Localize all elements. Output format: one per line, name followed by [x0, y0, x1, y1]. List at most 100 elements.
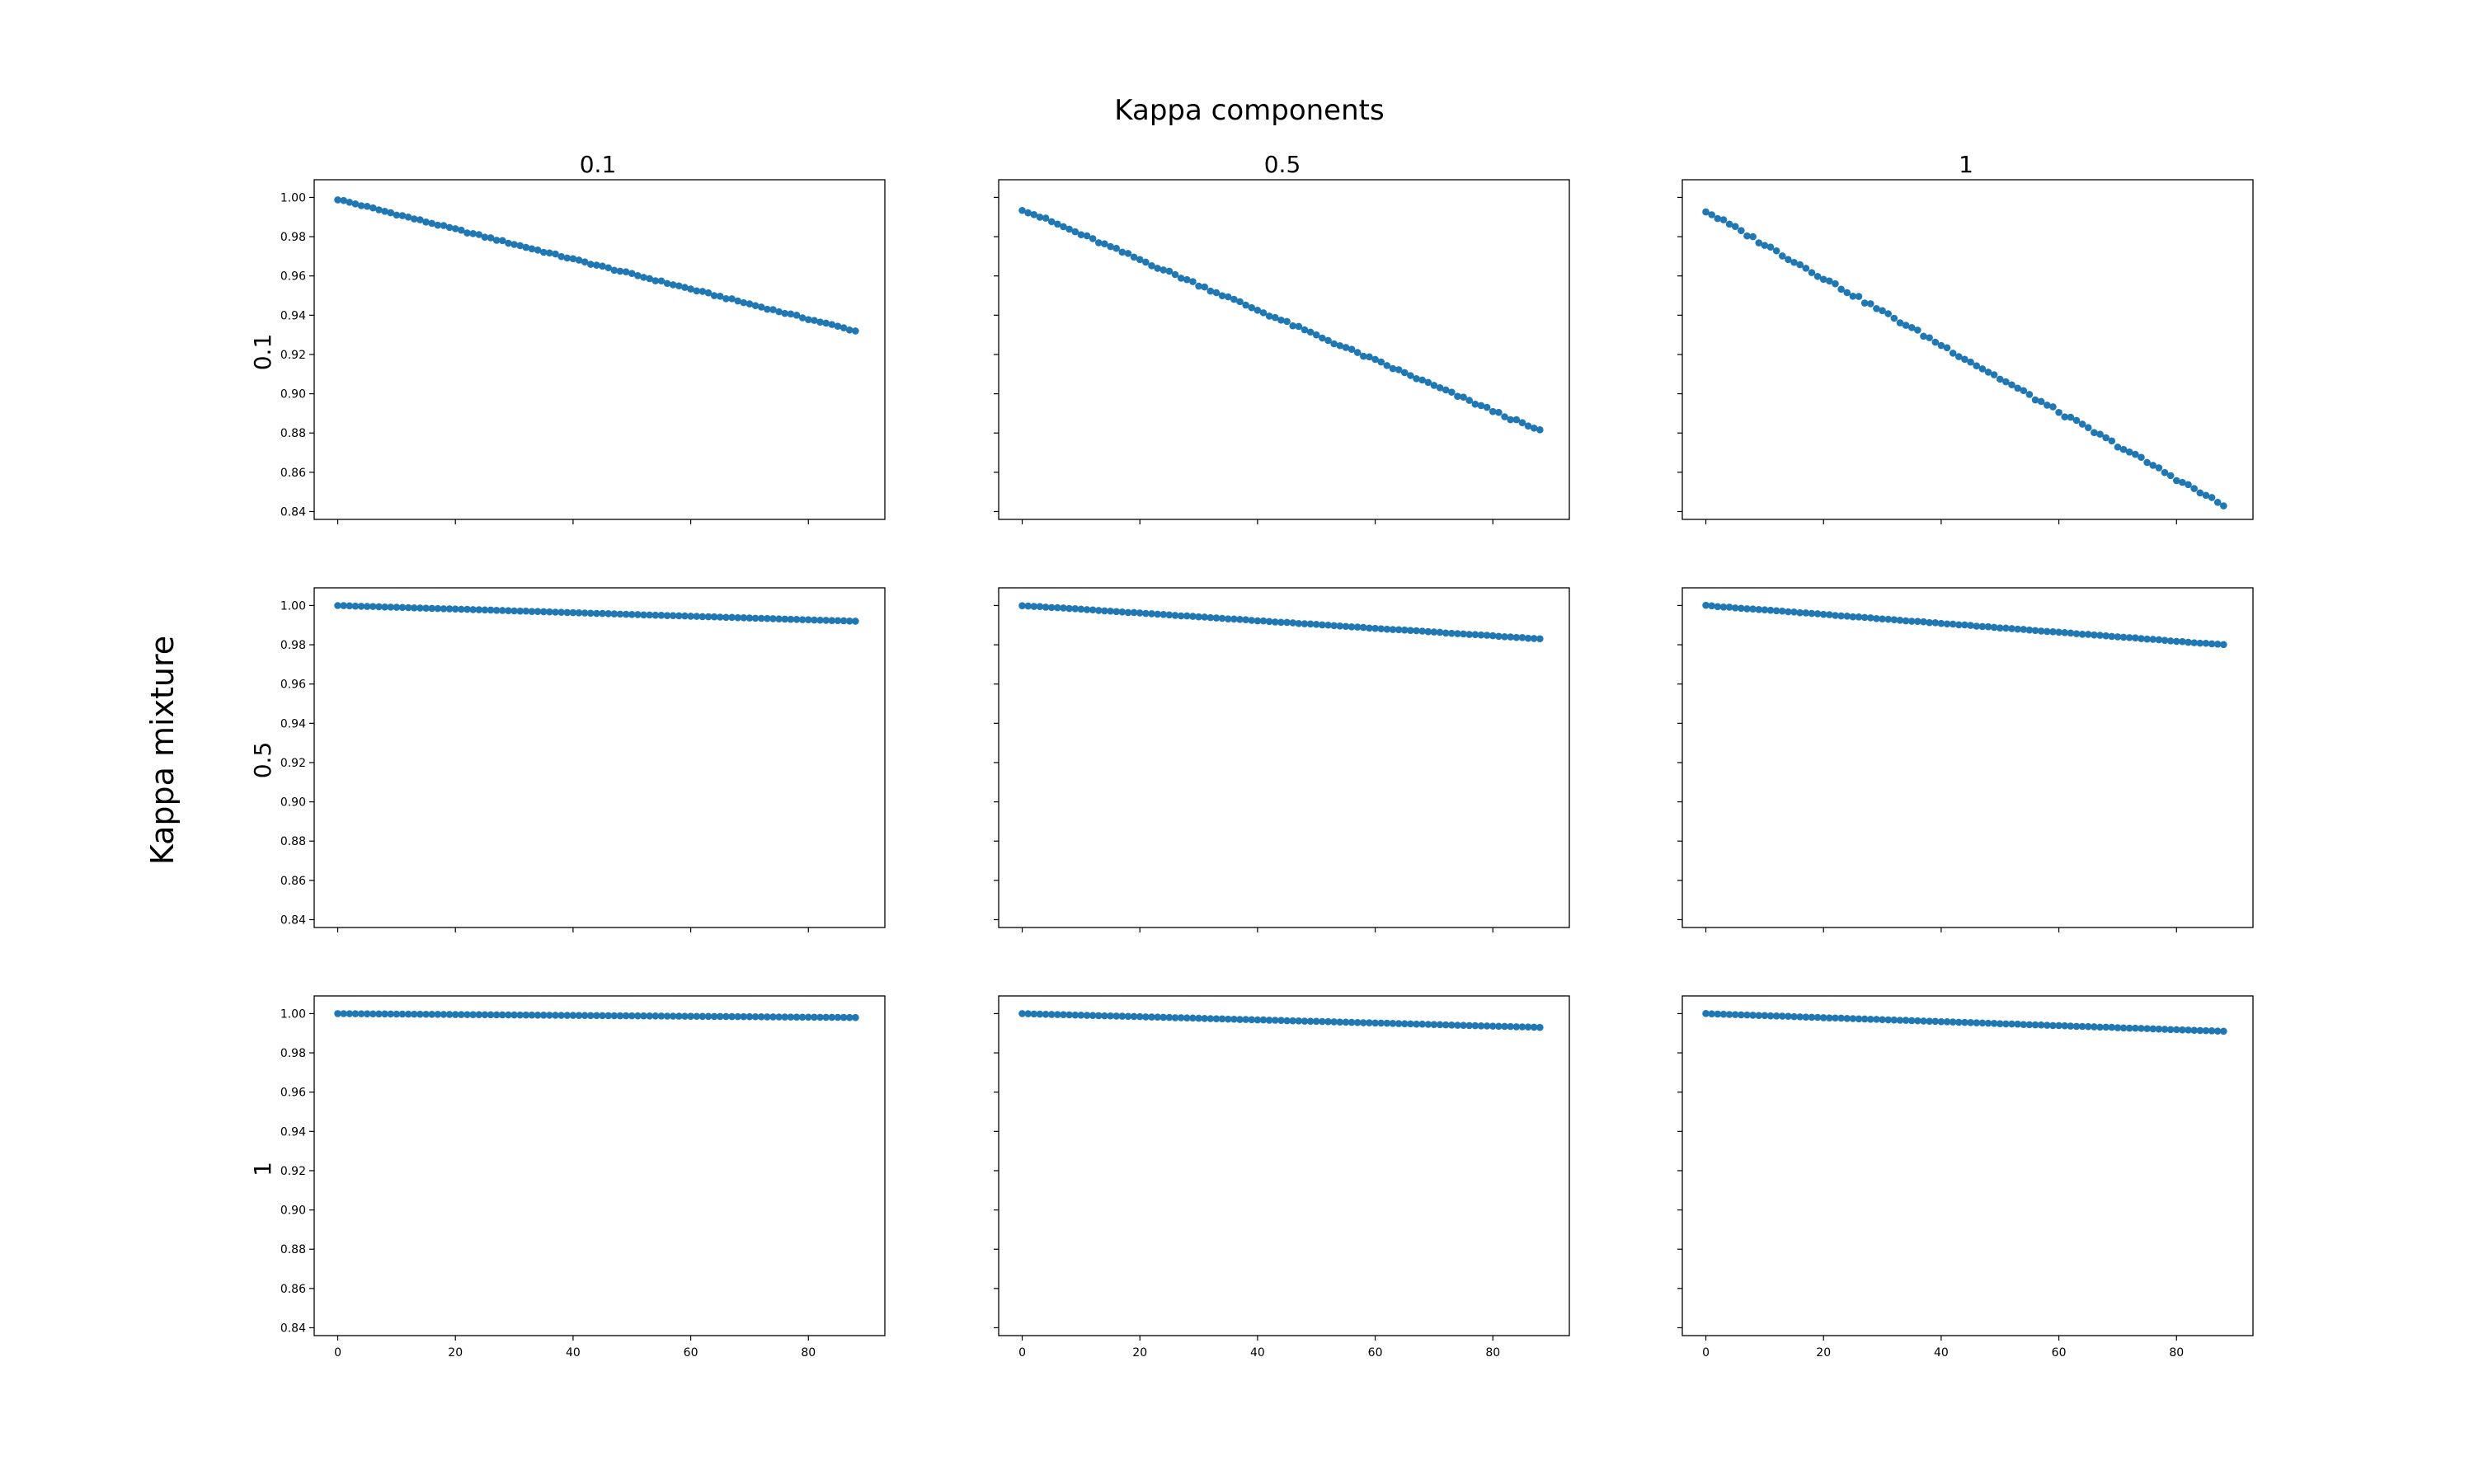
- data-point: [2220, 502, 2227, 510]
- data-point: [2091, 1023, 2098, 1031]
- data-point: [1089, 1012, 1097, 1020]
- data-point: [1884, 310, 1892, 317]
- data-point: [663, 612, 671, 619]
- data-point: [1738, 604, 1745, 613]
- data-point: [1507, 633, 1514, 641]
- data-point: [2044, 627, 2051, 636]
- data-point: [1961, 621, 1968, 629]
- data-point: [628, 270, 636, 277]
- data-point: [1961, 1018, 1968, 1026]
- data-point: [1990, 371, 1998, 378]
- data-point: [1348, 622, 1356, 631]
- data-point: [1866, 1016, 1874, 1023]
- data-point: [2014, 625, 2021, 633]
- data-point: [634, 611, 642, 618]
- data-point: [822, 1013, 830, 1021]
- data-point: [1118, 1012, 1126, 1020]
- data-point: [1148, 610, 1155, 618]
- data-point: [1306, 1017, 1315, 1025]
- data-point: [1224, 615, 1232, 622]
- data-point: [604, 1012, 613, 1020]
- data-point: [2091, 631, 2098, 639]
- y-tick-label: 0.84: [280, 505, 306, 519]
- data-point: [828, 321, 836, 328]
- data-point: [1448, 629, 1456, 637]
- data-point: [1448, 1021, 1456, 1029]
- data-point: [463, 605, 471, 613]
- data-point: [346, 602, 354, 610]
- data-point: [1802, 265, 1810, 272]
- y-tick-label: 0.98: [280, 639, 306, 652]
- data-point: [505, 1011, 512, 1019]
- data-point: [1171, 1014, 1179, 1021]
- data-point: [2161, 468, 2169, 477]
- data-point: [1030, 1010, 1038, 1018]
- data-point: [1336, 1018, 1344, 1026]
- data-point: [340, 1010, 347, 1017]
- data-point: [492, 607, 501, 614]
- data-point: [1101, 607, 1108, 615]
- data-point: [363, 1010, 371, 1018]
- y-tick-label: 0.94: [280, 717, 306, 730]
- data-point: [822, 319, 830, 327]
- column-title-0: 0.1: [580, 151, 617, 178]
- data-point: [334, 602, 341, 609]
- data-point: [381, 1010, 388, 1018]
- data-point: [681, 1012, 689, 1020]
- data-point: [704, 289, 713, 297]
- data-point: [586, 1012, 595, 1020]
- data-point: [840, 1013, 848, 1021]
- data-point: [1142, 1013, 1150, 1021]
- data-point: [2025, 391, 2034, 398]
- data-point: [675, 282, 683, 290]
- data-point: [1395, 626, 1403, 634]
- data-point: [640, 611, 647, 619]
- data-point: [1342, 622, 1350, 631]
- data-point: [1708, 211, 1715, 218]
- data-point: [1772, 1012, 1780, 1020]
- data-point: [1047, 218, 1056, 226]
- data-point: [1283, 1017, 1291, 1025]
- y-tick-label: 0.98: [280, 1047, 306, 1060]
- data-point: [1424, 378, 1432, 387]
- data-point: [775, 1013, 783, 1021]
- data-point: [2185, 1026, 2192, 1034]
- data-point: [640, 274, 647, 281]
- data-point: [622, 1012, 630, 1020]
- data-point: [1731, 223, 1739, 230]
- data-point: [1300, 326, 1309, 334]
- data-point: [787, 615, 795, 623]
- data-point: [845, 618, 854, 625]
- row-label-1: 0.5: [249, 742, 276, 779]
- data-point: [1512, 1023, 1521, 1031]
- data-point: [410, 604, 418, 612]
- y-tick-label: 0.98: [280, 231, 306, 244]
- column-title-1: 0.5: [1264, 151, 1301, 178]
- data-point: [1954, 621, 1963, 629]
- data-point: [1024, 209, 1032, 217]
- data-point: [2208, 494, 2216, 501]
- data-point: [346, 1010, 354, 1017]
- data-point: [534, 1011, 542, 1019]
- data-point: [1907, 1017, 1916, 1025]
- data-point: [1714, 1010, 1722, 1018]
- figure-ylabel: Kappa mixture: [144, 636, 181, 865]
- data-point: [434, 604, 442, 613]
- data-point: [1813, 1013, 1822, 1021]
- data-point: [1483, 403, 1491, 411]
- data-point: [1042, 214, 1050, 222]
- data-point: [2155, 636, 2163, 644]
- data-point: [2132, 450, 2139, 458]
- data-point: [2049, 1021, 2057, 1030]
- data-point: [1896, 617, 1904, 624]
- data-point: [1324, 1017, 1332, 1026]
- axes-frame: [998, 995, 1570, 1336]
- data-point: [1524, 422, 1532, 430]
- data-point: [458, 226, 465, 234]
- data-point: [728, 295, 736, 303]
- data-point: [1024, 1010, 1032, 1017]
- data-point: [1978, 1019, 1987, 1027]
- data-point: [1984, 369, 1992, 376]
- data-point: [2067, 413, 2075, 421]
- data-point: [422, 1010, 430, 1018]
